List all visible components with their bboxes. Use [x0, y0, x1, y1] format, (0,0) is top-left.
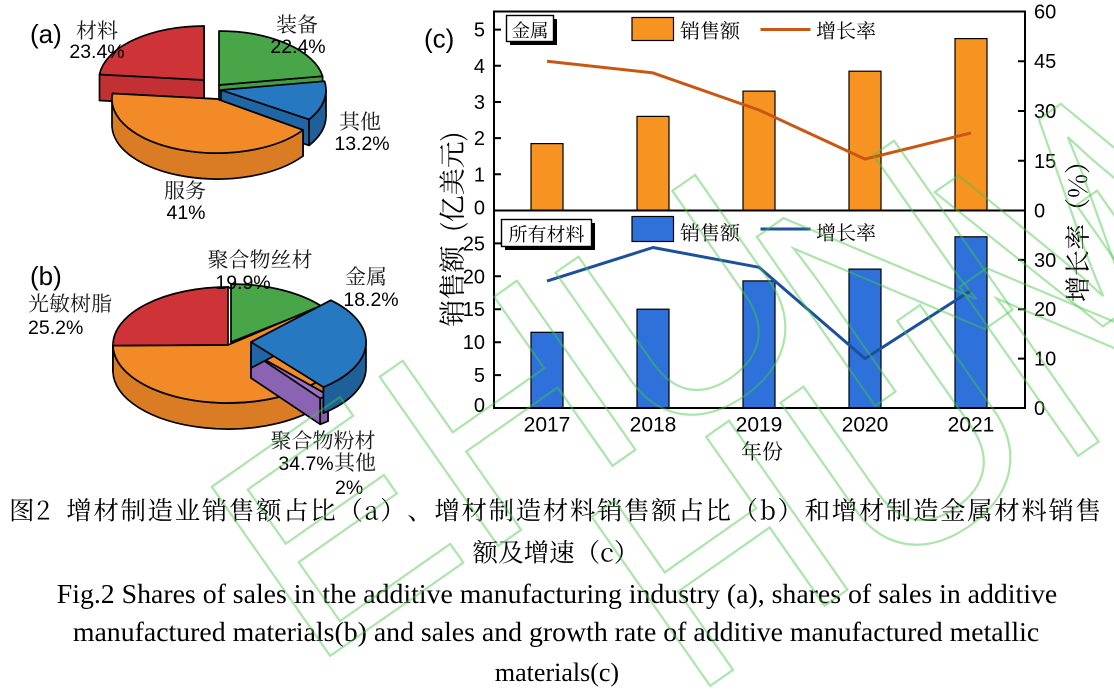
svg-text:(a): (a): [30, 19, 62, 49]
svg-text:(c): (c): [424, 24, 454, 54]
svg-text:2%: 2%: [335, 477, 363, 499]
svg-text:manufactured materials(b) and: manufactured materials(b) and sales and …: [73, 617, 1039, 648]
svg-text:0: 0: [474, 198, 485, 220]
svg-text:22.4%: 22.4%: [270, 36, 325, 58]
svg-text:2020: 2020: [842, 414, 889, 437]
svg-text:23.4%: 23.4%: [69, 41, 124, 63]
svg-text:41%: 41%: [166, 202, 205, 224]
svg-text:3: 3: [474, 92, 485, 114]
svg-text:5: 5: [474, 20, 485, 42]
svg-text:0: 0: [474, 395, 485, 417]
svg-text:60: 60: [1034, 2, 1056, 24]
svg-text:45: 45: [1034, 51, 1056, 73]
svg-text:(b): (b): [30, 261, 62, 291]
svg-text:Fig.2 Shares of sales in the a: Fig.2 Shares of sales in the additive ma…: [57, 579, 1057, 610]
svg-text:30: 30: [1034, 250, 1056, 272]
svg-text:20: 20: [463, 266, 485, 288]
svg-text:19.9%: 19.9%: [215, 272, 270, 294]
svg-text:2: 2: [474, 128, 485, 150]
svg-text:0: 0: [1034, 398, 1045, 420]
svg-text:25.2%: 25.2%: [28, 317, 83, 339]
svg-text:13.2%: 13.2%: [334, 133, 389, 155]
svg-text:10: 10: [1034, 349, 1056, 371]
svg-text:10: 10: [463, 332, 485, 354]
svg-text:2019: 2019: [736, 414, 783, 437]
svg-text:2017: 2017: [524, 414, 571, 437]
svg-text:34.7%: 34.7%: [278, 453, 333, 475]
svg-text:2021: 2021: [948, 414, 995, 437]
svg-text:4: 4: [474, 56, 485, 78]
svg-text:15: 15: [463, 299, 485, 321]
svg-text:30: 30: [1034, 101, 1056, 123]
svg-text:2018: 2018: [630, 414, 677, 437]
svg-text:5: 5: [474, 365, 485, 387]
svg-text:1: 1: [474, 164, 485, 186]
svg-text:25: 25: [463, 233, 485, 255]
svg-text:15: 15: [1034, 151, 1056, 173]
svg-text:20: 20: [1034, 299, 1056, 321]
svg-text:materials(c): materials(c): [495, 658, 619, 687]
svg-text:0: 0: [1034, 201, 1045, 223]
svg-text:18.2%: 18.2%: [343, 289, 398, 311]
